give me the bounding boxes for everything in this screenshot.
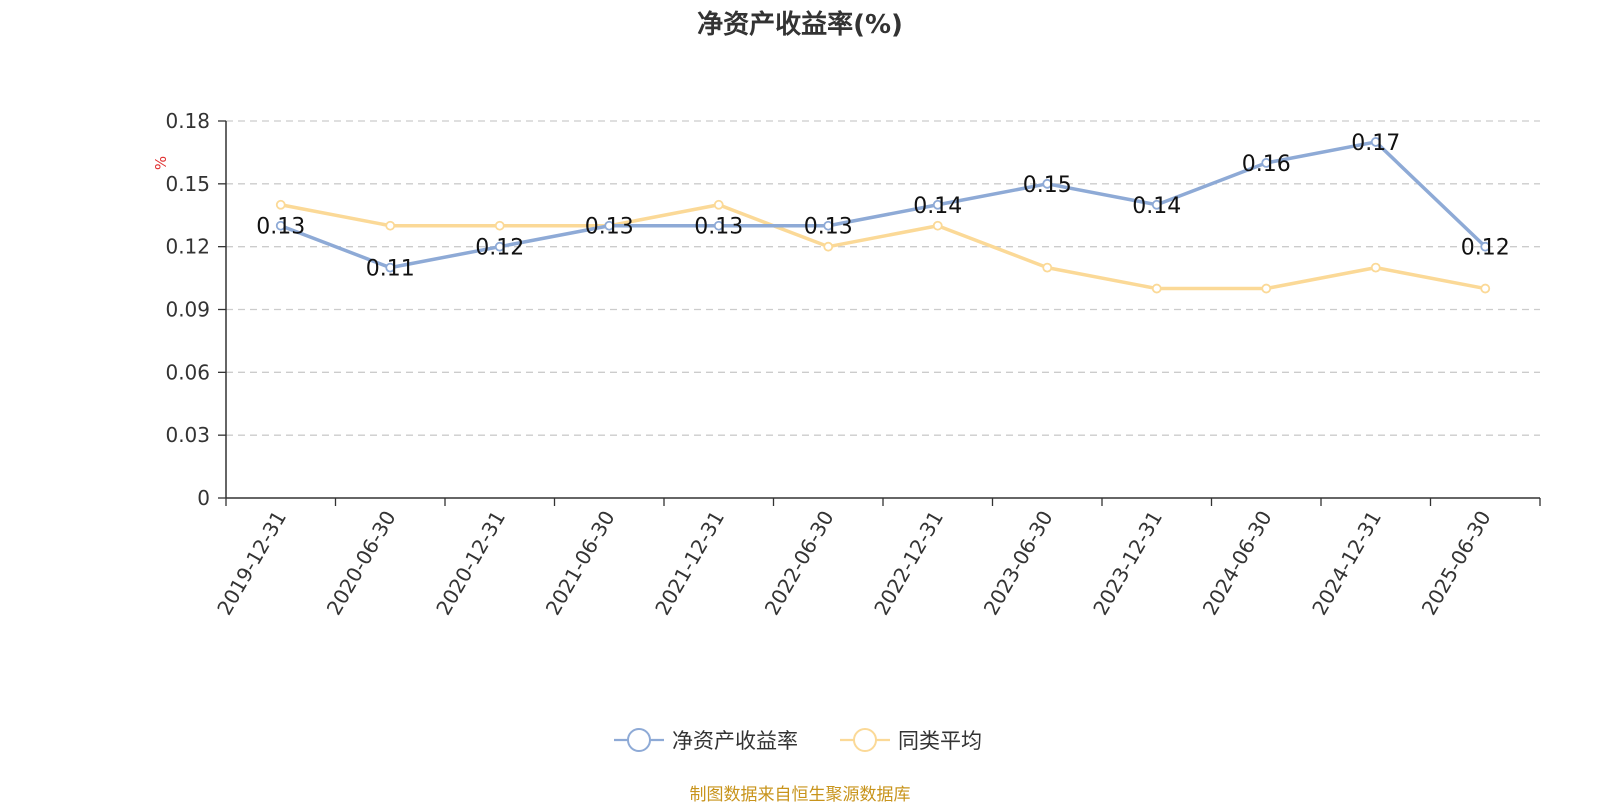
data-point-1 <box>275 199 286 210</box>
y-axis-unit-label: % <box>152 156 170 170</box>
x-tick-label: 2024-06-30 <box>1198 507 1277 620</box>
chart-title: 净资产收益率(%) <box>697 10 903 40</box>
y-tick-label: 0.09 <box>165 298 210 322</box>
y-tick-label: 0.06 <box>165 360 210 384</box>
x-tick-label: 2020-12-31 <box>431 507 510 620</box>
data-label: 0.15 <box>1023 173 1072 198</box>
series-line-0 <box>280 140 1487 270</box>
data-point-0 <box>385 262 396 273</box>
data-label: 0.13 <box>585 215 634 240</box>
data-point-1 <box>494 220 505 231</box>
data-point-0 <box>604 220 615 231</box>
x-tick-label: 2022-06-30 <box>760 507 839 620</box>
data-point-0 <box>1480 241 1491 252</box>
data-label: 0.12 <box>1461 236 1510 261</box>
series-line-1 <box>280 203 1486 291</box>
legend-label: 净资产收益率 <box>672 729 798 753</box>
data-label: 0.16 <box>1242 152 1291 177</box>
data-label: 0.13 <box>256 215 305 240</box>
y-tick-label: 0 <box>197 486 210 510</box>
data-point-0 <box>932 199 943 210</box>
legend-label: 同类平均 <box>898 729 982 753</box>
data-point-0 <box>1042 178 1053 189</box>
source-note: 制图数据来自恒生聚源数据库 <box>689 785 911 805</box>
data-point-1 <box>1042 262 1053 273</box>
x-tick-label: 2019-12-31 <box>212 507 291 620</box>
data-point-0 <box>1370 137 1381 147</box>
data-label: 0.14 <box>1132 194 1181 219</box>
x-tick-label: 2020-06-30 <box>322 507 401 620</box>
x-tick-label: 2023-12-31 <box>1088 507 1167 620</box>
x-tick-label: 2023-06-30 <box>979 507 1058 620</box>
data-point-0 <box>1261 157 1272 168</box>
legend-marker-1 <box>853 728 877 752</box>
data-point-1 <box>823 241 834 252</box>
y-tick-label: 0.15 <box>165 172 210 196</box>
x-tick-label: 2022-12-31 <box>869 507 948 620</box>
data-label: 0.13 <box>804 215 853 240</box>
data-label: 0.11 <box>366 257 415 282</box>
y-tick-label: 0.03 <box>165 423 210 447</box>
data-point-1 <box>713 199 724 210</box>
data-point-1 <box>1151 283 1162 294</box>
data-point-1 <box>385 220 396 231</box>
data-point-0 <box>713 220 724 231</box>
y-tick-label: 0.18 <box>165 109 210 133</box>
data-label: 0.12 <box>475 236 524 261</box>
x-tick-label: 2021-06-30 <box>541 507 620 620</box>
data-label: 0.13 <box>694 215 743 240</box>
legend-marker-0 <box>627 728 651 752</box>
x-tick-label: 2024-12-31 <box>1307 507 1386 620</box>
data-point-1 <box>932 220 943 231</box>
y-tick-label: 0.12 <box>165 235 210 259</box>
data-point-1 <box>1480 283 1491 294</box>
data-point-0 <box>1151 199 1162 210</box>
data-label: 0.14 <box>913 194 962 219</box>
x-tick-label: 2021-12-31 <box>650 507 729 620</box>
x-tick-label: 2025-06-30 <box>1417 507 1496 620</box>
data-point-1 <box>1261 283 1272 294</box>
data-point-1 <box>1370 262 1381 273</box>
data-point-0 <box>823 220 834 231</box>
data-point-0 <box>275 220 286 231</box>
data-point-0 <box>494 241 505 252</box>
data-label: 0.17 <box>1351 131 1400 156</box>
